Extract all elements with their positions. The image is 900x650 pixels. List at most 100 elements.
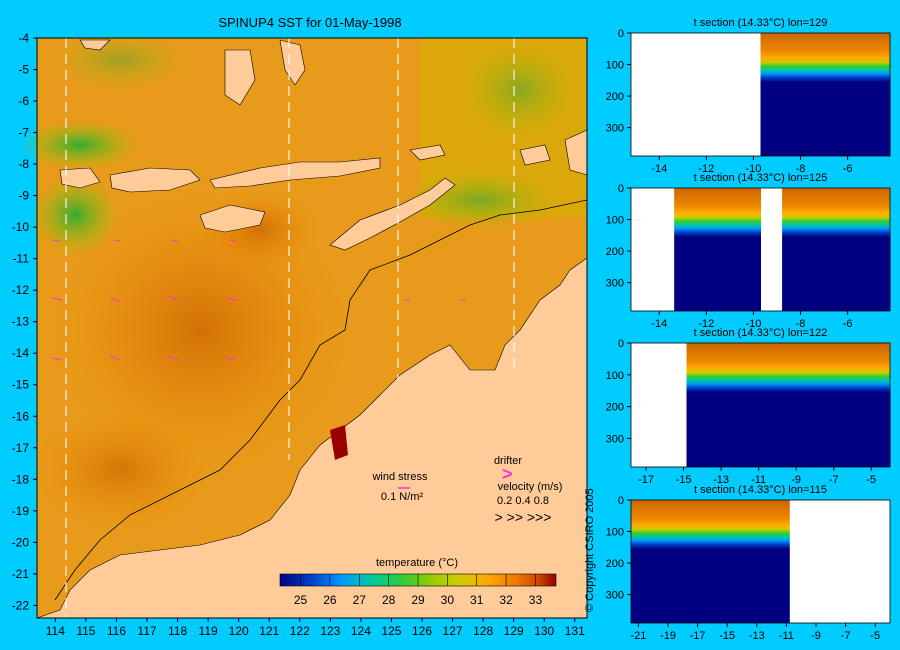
copyright-notice: © Copyright CSIRO 2005 [584,488,596,612]
section-x-tick-label: -9 [811,630,821,642]
section-frame [630,187,891,312]
cool-patch [30,175,120,255]
section-y-tick-label: 200 [606,246,624,258]
section-column [717,188,740,311]
section-column [868,33,891,156]
section-panel: t section (14.33°C) lon=129 0 100 200 300 -14… [606,17,891,175]
section-y-tick-label: 300 [606,590,624,602]
map-y-tick-label: -8 [18,157,29,171]
section-frame [630,32,891,157]
map-y-tick-label: -19 [12,504,30,518]
map-y-tick-label: -17 [12,441,30,455]
section-column [797,343,817,467]
land-island [79,39,111,51]
section-x-tick-label: -6 [843,163,853,175]
section-column [731,500,747,623]
land-australia [36,257,588,619]
map-y-tick-label: -21 [12,567,30,581]
map-x-tick-label: 125 [381,624,401,638]
section-column [738,188,761,311]
section-column [717,500,733,623]
section-column [760,33,783,156]
section-x-tick-label: -13 [713,474,729,486]
section-column [846,188,869,311]
land-sumba [199,204,266,233]
section-title: t section (14.33°C) lon=129 [694,17,828,29]
shelf-contour [54,199,588,601]
map-x-tick-label: 128 [473,624,493,638]
section-column [825,188,848,311]
map-x-tick-label: 114 [46,624,65,638]
land-sulawesi [279,39,306,86]
section-x-tick-label: -21 [630,630,646,642]
section-column [825,33,848,156]
section-x-tick-label: -17 [690,630,706,642]
map-title: SPINUP4 SST for 01-May-1998 [218,15,401,30]
section-column [686,343,706,467]
section-y-tick-label: 0 [618,338,624,350]
colorbar-tick-label: 33 [529,593,543,607]
section-column [760,500,776,623]
cool-patch [50,30,190,90]
section-column [702,500,718,623]
map-y-tick-label: -12 [12,283,30,297]
section-column [816,343,835,467]
map-x-tick-labels: 114 115 116 117 118 119 120 121 122 123 124 125 126 1… [46,618,585,638]
sst-map: 114 115 116 117 118 119 120 121 122 123 124 125 126 1… [12,30,588,638]
section-x-tick-label: -13 [749,630,765,642]
map-y-tick-label: -15 [12,378,30,392]
section-y-tick-label: 0 [618,495,624,507]
section-x-tick-label: -8 [796,318,806,330]
wind-stress-label: wind stress [371,471,428,483]
land-sumbawa [109,167,201,193]
colorbar-tick-label: 30 [441,593,455,607]
section-frame [630,499,891,624]
map-y-tick-label: -13 [12,315,30,329]
section-x-tick-label: -10 [745,163,761,175]
map-x-tick-label: 116 [107,624,126,638]
section-x-tick-label: -14 [651,163,667,175]
section-x-tick-label: -17 [638,474,654,486]
section-column [803,188,826,311]
map-x-tick-label: 122 [290,624,310,638]
section-column [631,500,646,623]
section-x-tick-label: -19 [660,630,676,642]
land-island [224,49,256,106]
section-x-tick-label: -15 [719,630,735,642]
map-legend: wind stress 0.1 N/m² drifter > velocity … [371,455,562,525]
section-frame [630,342,891,468]
hotspot [330,425,348,460]
section-column [779,343,798,467]
map-x-tick-label: 120 [229,624,249,638]
section-y-tick-label: 0 [618,183,624,195]
map-x-tick-label: 129 [504,624,524,638]
section-x-tick-label: -14 [651,318,667,330]
land-flores [209,157,381,189]
section-column [853,343,872,467]
map-y-tick-label: -11 [13,252,30,266]
map-x-tick-label: 118 [168,624,187,638]
map-x-tick-label: 121 [259,624,279,638]
wind-arrows [51,239,467,361]
section-title: t section (14.33°C) lon=115 [694,484,827,496]
map-x-tick-label: 130 [534,624,554,638]
map-y-tick-label: -5 [18,63,29,77]
map-y-tick-label: -7 [18,126,29,140]
map-x-tick-label: 117 [137,624,156,638]
map-x-tick-label: 127 [443,624,463,638]
colorbar-tick-label: 32 [499,593,513,607]
section-y-tick-label: 100 [606,527,624,539]
section-column [674,500,690,623]
colorbar-tick-label: 26 [323,593,337,607]
section-x-tick-label: -10 [745,318,761,330]
colorbar-tick-label: 31 [470,593,484,607]
section-x-tick-label: -6 [843,318,853,330]
section-y-tick-label: 200 [606,558,624,570]
map-y-tick-label: -22 [12,598,30,612]
map-frame [36,37,588,619]
map-x-tick-label: 123 [320,624,340,638]
map-y-tick-label: -14 [12,346,30,360]
map-y-tick-label: -9 [18,189,29,203]
section-column [774,500,790,623]
section-column [746,500,761,623]
